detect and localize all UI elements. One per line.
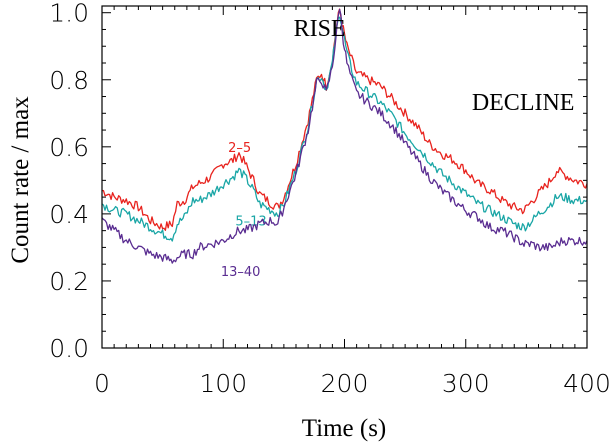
y-tick-label: 0.0 [49, 334, 89, 363]
y-tick-label: 0.6 [49, 133, 89, 162]
x-axis-title: Time (s) [302, 415, 387, 442]
series-layer: 2–5 5–13 13–40 [101, 8, 588, 280]
plot-frame [101, 5, 588, 349]
y-tick-label: 0.4 [49, 200, 89, 229]
series-line-0 [101, 8, 588, 231]
series-label-1: 5–13 [235, 215, 266, 230]
y-tick-label: 0.2 [49, 267, 89, 296]
axes-layer [101, 5, 588, 349]
x-tick-label: 0 [94, 369, 110, 398]
y-axis-title: Count rate / max [7, 96, 34, 264]
series-line-2 [101, 8, 588, 264]
y-tick-label: 1.0 [49, 0, 89, 28]
y-tick-label: 0.8 [49, 66, 89, 95]
x-tick-label: 100 [199, 369, 247, 398]
ticks-layer: 0 100 200 300 400 0.0 0.2 0.4 0.6 0.8 1.0 [49, 0, 611, 398]
labels-layer: Time (s) Count rate / max RISE DECLINE [7, 16, 574, 442]
series-label-0: 2–5 [228, 141, 251, 156]
x-tick-label: 200 [321, 369, 369, 398]
x-tick-label: 300 [442, 369, 490, 398]
series-label-2: 13–40 [221, 265, 261, 280]
rise-label: RISE [294, 16, 346, 42]
x-tick-label: 400 [563, 369, 611, 398]
decline-label: DECLINE [472, 90, 575, 116]
